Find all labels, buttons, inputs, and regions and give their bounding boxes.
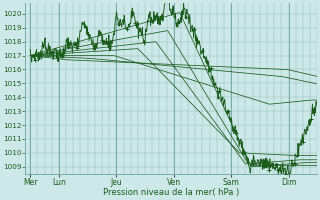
X-axis label: Pression niveau de la mer( hPa ): Pression niveau de la mer( hPa ) [103,188,239,197]
